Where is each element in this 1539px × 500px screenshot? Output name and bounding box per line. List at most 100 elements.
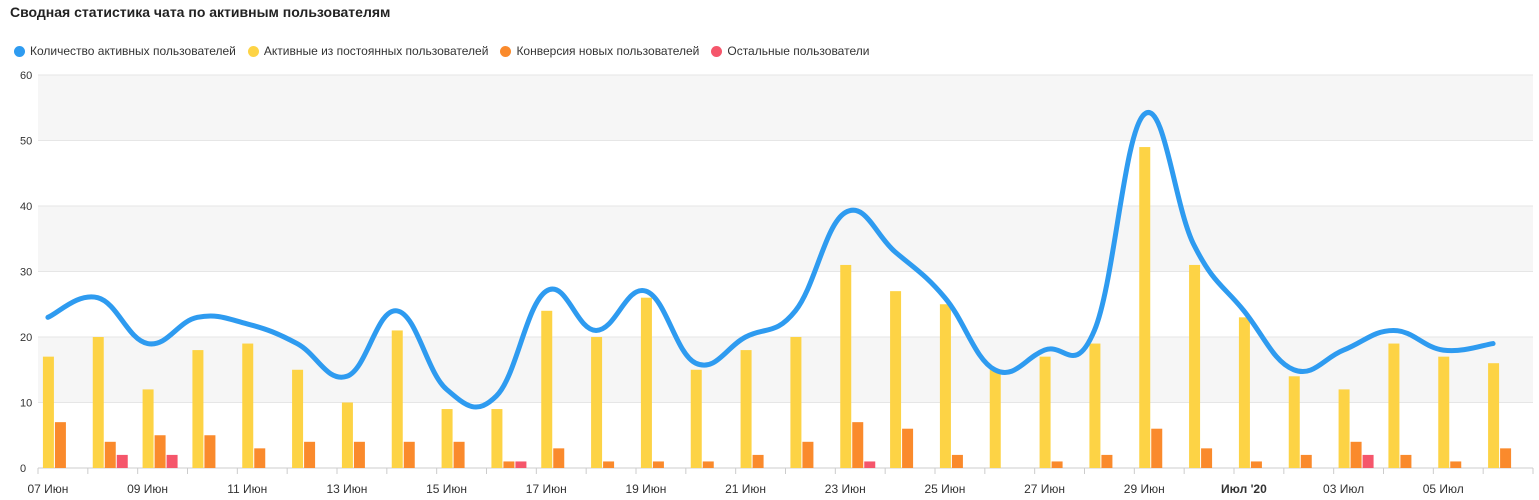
bar-new-users-conversion bbox=[702, 461, 714, 468]
bar-new-users-conversion bbox=[1201, 448, 1213, 468]
bar-new-users-conversion bbox=[503, 461, 515, 468]
bar-other-users bbox=[515, 461, 527, 468]
bar-new-users-conversion bbox=[951, 454, 963, 468]
legend-item-new-users-conversion[interactable]: Конверсия новых пользователей bbox=[500, 44, 699, 58]
x-tick-label: 27 Июн bbox=[1024, 482, 1065, 496]
bar-regular-users bbox=[640, 297, 652, 468]
bar-regular-users bbox=[1089, 343, 1101, 468]
x-tick-label: 09 Июн bbox=[127, 482, 168, 496]
bar-regular-users bbox=[192, 350, 204, 468]
legend-label: Активные из постоянных пользователей bbox=[263, 44, 489, 58]
bar-regular-users bbox=[1139, 147, 1151, 469]
y-tick-label: 50 bbox=[20, 136, 32, 148]
bar-regular-users bbox=[1488, 363, 1500, 468]
x-tick-label: 19 Июн bbox=[625, 482, 666, 496]
bar-other-users bbox=[166, 454, 178, 468]
bar-new-users-conversion bbox=[1450, 461, 1462, 468]
bar-regular-users bbox=[1388, 343, 1400, 468]
bar-regular-users bbox=[391, 330, 403, 468]
bar-new-users-conversion bbox=[54, 422, 66, 468]
bar-new-users-conversion bbox=[453, 441, 465, 468]
x-tick-label: 11 Июн bbox=[227, 482, 267, 496]
grid-band bbox=[38, 337, 1533, 403]
x-tick-label: 17 Июн bbox=[526, 482, 567, 496]
bar-new-users-conversion bbox=[802, 441, 814, 468]
grid-band bbox=[38, 75, 1533, 141]
bar-regular-users bbox=[441, 409, 453, 468]
bar-regular-users bbox=[1039, 356, 1051, 468]
bar-new-users-conversion bbox=[1051, 461, 1063, 468]
legend-marker bbox=[247, 45, 259, 57]
x-tick-label: 29 Июн bbox=[1124, 482, 1165, 496]
bar-new-users-conversion bbox=[603, 461, 615, 468]
bar-new-users-conversion bbox=[553, 448, 565, 468]
legend-item-active-users[interactable]: Количество активных пользователей bbox=[14, 44, 236, 58]
y-tick-label: 40 bbox=[20, 201, 32, 213]
bar-regular-users bbox=[890, 291, 902, 468]
chart-legend: Количество активных пользователей Активн… bbox=[14, 44, 881, 58]
bar-regular-users bbox=[690, 369, 702, 468]
x-tick-label: 03 Июл bbox=[1323, 482, 1364, 496]
bar-new-users-conversion bbox=[154, 435, 166, 468]
bar-regular-users bbox=[1189, 264, 1201, 468]
bar-new-users-conversion bbox=[254, 448, 266, 468]
x-tick-label: 05 Июл bbox=[1423, 482, 1464, 496]
bar-other-users bbox=[116, 454, 128, 468]
y-tick-label: 0 bbox=[20, 463, 26, 475]
bar-regular-users bbox=[591, 337, 603, 468]
x-tick-label: Июл '20 bbox=[1221, 482, 1267, 496]
bar-new-users-conversion bbox=[1500, 448, 1512, 468]
bar-regular-users bbox=[1438, 356, 1450, 468]
bar-new-users-conversion bbox=[752, 454, 764, 468]
bar-new-users-conversion bbox=[353, 441, 365, 468]
y-tick-label: 60 bbox=[20, 70, 32, 82]
bar-new-users-conversion bbox=[1300, 454, 1312, 468]
bar-new-users-conversion bbox=[204, 435, 216, 468]
bar-regular-users bbox=[92, 337, 104, 468]
x-tick-label: 25 Июн bbox=[924, 482, 965, 496]
chart-title: Сводная статистика чата по активным поль… bbox=[10, 4, 391, 20]
bar-new-users-conversion bbox=[304, 441, 316, 468]
bar-new-users-conversion bbox=[1350, 441, 1362, 468]
bar-regular-users bbox=[42, 356, 54, 468]
bar-regular-users bbox=[491, 409, 503, 468]
bar-regular-users bbox=[740, 350, 752, 468]
bar-new-users-conversion bbox=[1101, 454, 1113, 468]
y-tick-label: 20 bbox=[20, 332, 32, 344]
legend-marker bbox=[500, 45, 512, 57]
bar-new-users-conversion bbox=[1151, 428, 1163, 468]
bar-regular-users bbox=[292, 369, 304, 468]
bar-regular-users bbox=[242, 343, 254, 468]
y-tick-label: 30 bbox=[20, 267, 32, 279]
bar-new-users-conversion bbox=[104, 441, 116, 468]
legend-item-other-users[interactable]: Остальные пользователи bbox=[711, 44, 869, 58]
bar-regular-users bbox=[840, 264, 852, 468]
y-tick-label: 10 bbox=[20, 398, 32, 410]
legend-label: Количество активных пользователей bbox=[30, 44, 236, 58]
bar-new-users-conversion bbox=[652, 461, 664, 468]
x-tick-label: 13 Июн bbox=[326, 482, 367, 496]
bar-other-users bbox=[1362, 454, 1374, 468]
bar-regular-users bbox=[142, 389, 154, 468]
bar-new-users-conversion bbox=[1400, 454, 1412, 468]
x-tick-label: 15 Июн bbox=[426, 482, 467, 496]
bar-new-users-conversion bbox=[1250, 461, 1262, 468]
legend-item-regular-users[interactable]: Активные из постоянных пользователей bbox=[247, 44, 489, 58]
x-tick-label: 23 Июн bbox=[825, 482, 866, 496]
x-tick-label: 21 Июн bbox=[725, 482, 766, 496]
bar-regular-users bbox=[1288, 376, 1300, 468]
legend-marker bbox=[711, 45, 723, 57]
bar-other-users bbox=[864, 461, 876, 468]
legend-marker bbox=[14, 45, 25, 57]
bar-regular-users bbox=[341, 402, 353, 468]
bar-regular-users bbox=[1238, 317, 1250, 468]
bar-regular-users bbox=[989, 369, 1001, 468]
grid-band bbox=[38, 206, 1533, 272]
bar-regular-users bbox=[939, 304, 951, 468]
legend-label: Остальные пользователи bbox=[727, 44, 870, 58]
bar-regular-users bbox=[790, 337, 802, 468]
bar-new-users-conversion bbox=[403, 441, 415, 468]
legend-label: Конверсия новых пользователей bbox=[516, 44, 700, 58]
bar-regular-users bbox=[1338, 389, 1350, 468]
